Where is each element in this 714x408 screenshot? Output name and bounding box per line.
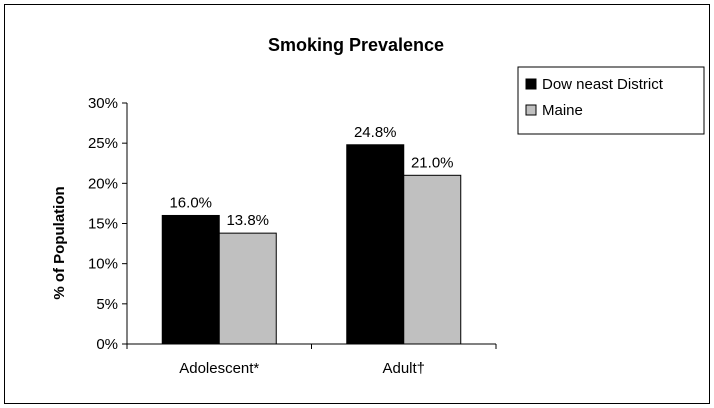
y-tick-label-1: 5%: [96, 296, 118, 313]
y-axis-label: % of Population: [51, 186, 68, 299]
x-tick-label-0: Adolescent*: [179, 360, 259, 377]
legend-swatch-0: [525, 78, 537, 90]
legend-box: [517, 66, 705, 135]
y-tick-label-6: 30%: [88, 95, 118, 112]
x-tick-label-1: Adult†: [382, 360, 425, 377]
legend-label-1: Maine: [542, 102, 583, 119]
y-tick-label-0: 0%: [96, 336, 118, 353]
data-label-1-0: 13.8%: [226, 212, 269, 229]
bar-1-0: [218, 232, 277, 345]
bar-0-1: [346, 144, 405, 345]
data-label-0-1: 24.8%: [354, 124, 397, 141]
data-label-1-1: 21.0%: [411, 154, 454, 171]
legend-label-0: Dow neast District: [542, 76, 664, 93]
data-label-0-0: 16.0%: [169, 194, 212, 211]
plot-area: 16.0% 13.8% Adolescent* 24.8% 21.0% Adult† 0% 5…: [88, 95, 497, 377]
y-tick-label-4: 20%: [88, 175, 118, 192]
bar-0-0: [161, 214, 220, 345]
chart-title: Smoking Prevalence: [268, 35, 444, 55]
y-tick-label-5: 25%: [88, 135, 118, 152]
y-tick-label-3: 15%: [88, 216, 118, 233]
legend: Dow neast District Maine: [517, 66, 705, 135]
legend-swatch-1: [525, 104, 537, 116]
bar-1-1: [403, 174, 462, 345]
y-tick-label-2: 10%: [88, 256, 118, 273]
